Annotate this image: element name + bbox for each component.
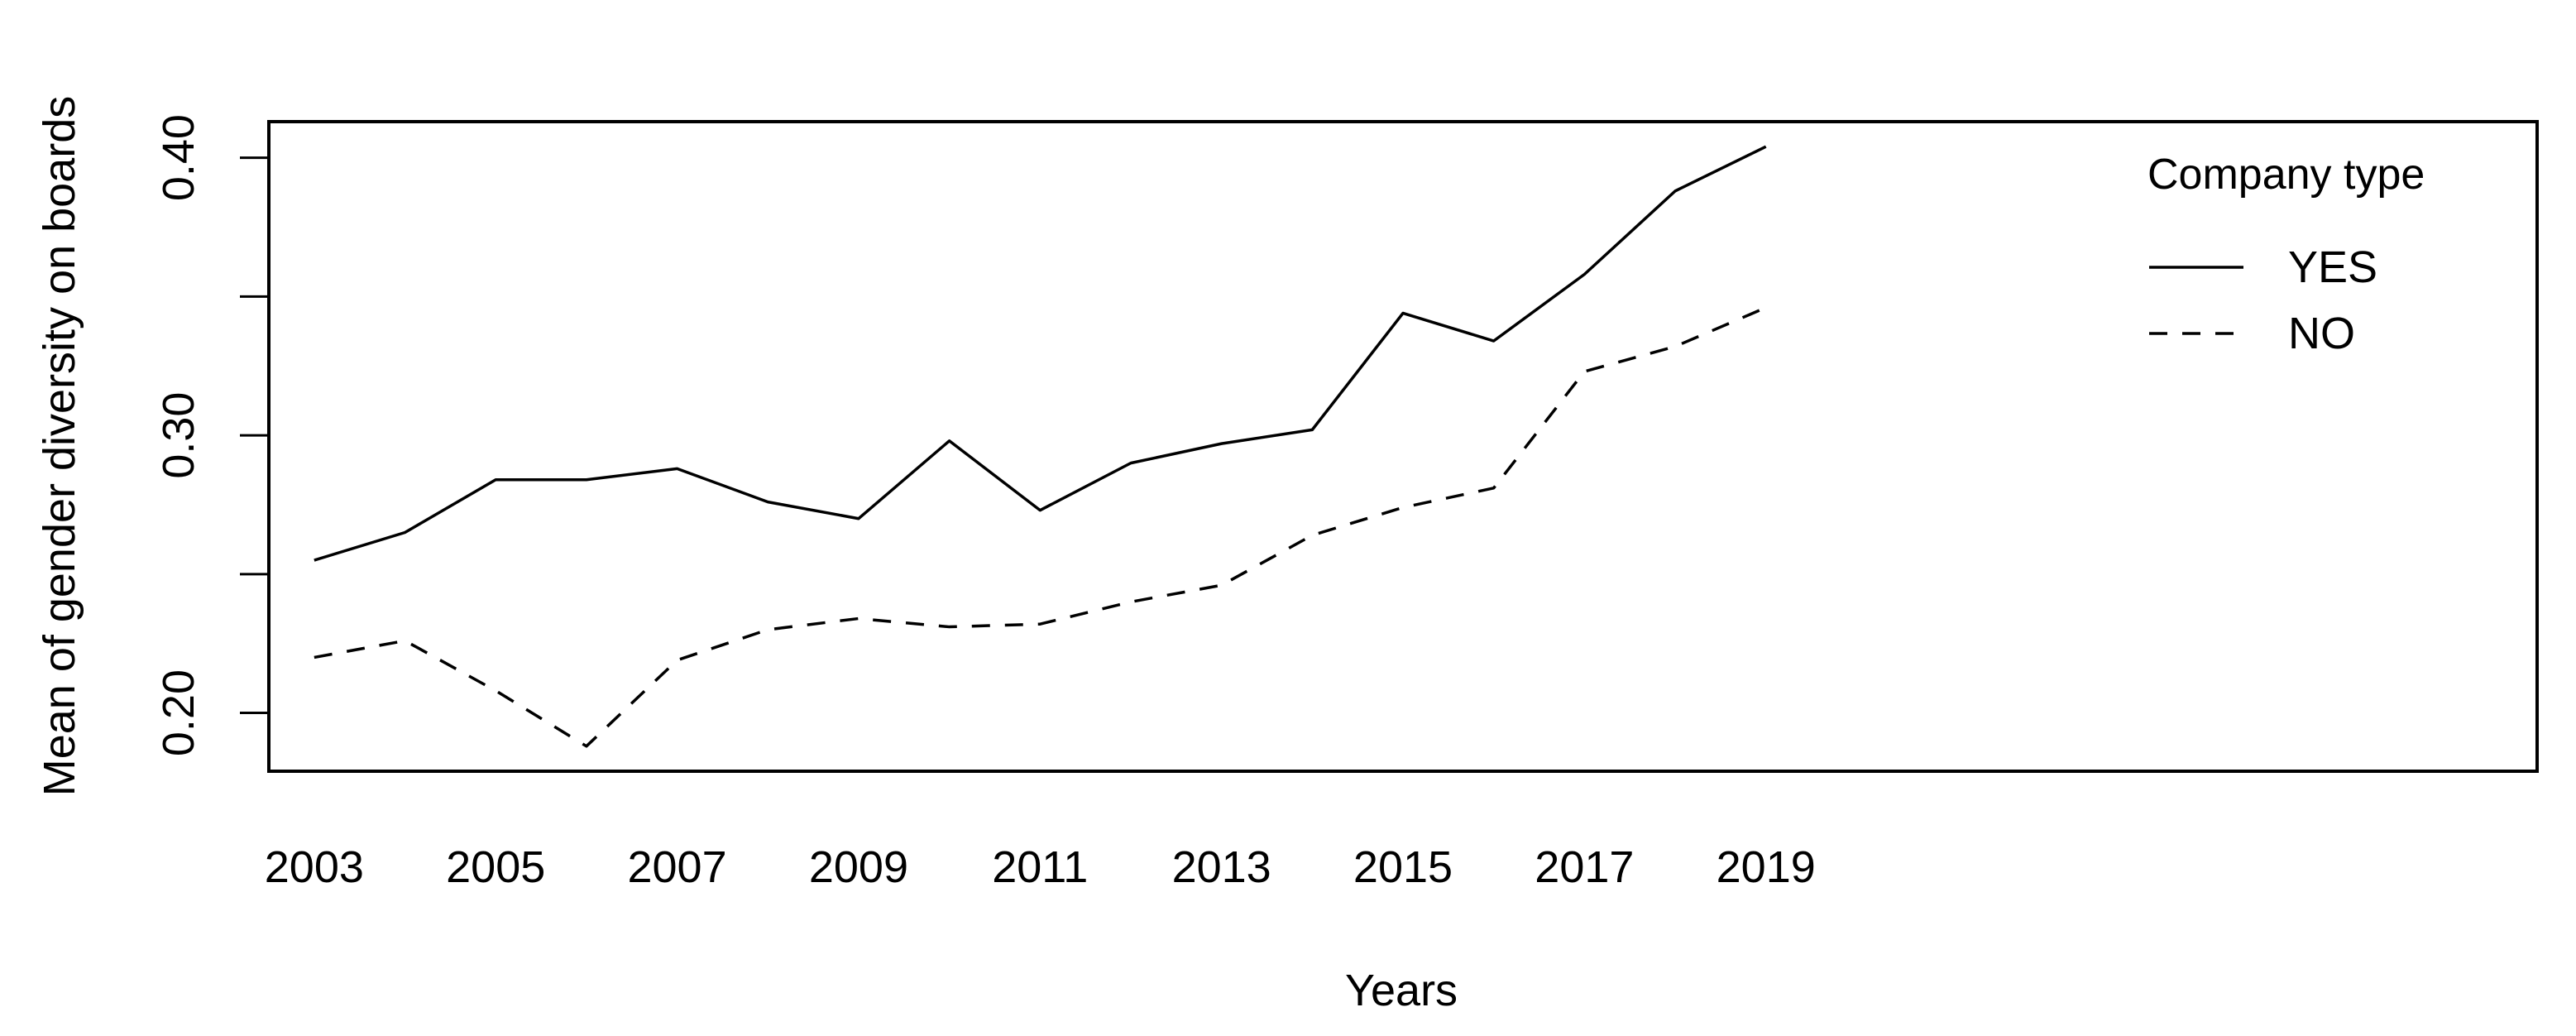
x-tick-label: 2009 [809,842,908,892]
x-tick-label: 2019 [1717,842,1816,892]
x-axis: 2003 2005 2007 2009 2011 2013 2015 2017 2019 [265,842,1816,892]
series-lines [314,145,1767,748]
x-tick-label: 2013 [1172,842,1271,892]
x-tick-label: 2007 [627,842,726,892]
legend-label-no: NO [2288,309,2355,358]
series-line-no [314,306,1767,748]
x-tick-label: 2017 [1535,842,1634,892]
plot-frame [267,120,2539,773]
legend-title: Company type [2147,151,2425,199]
x-tick-label: 2011 [992,842,1088,892]
y-tick-label: 0.40 [154,114,203,201]
y-tick-label: 0.20 [154,669,203,756]
legend-label-yes: YES [2288,242,2377,292]
y-axis-label: Mean of gender diversity on boards [35,96,84,797]
x-tick-label: 2003 [265,842,364,892]
y-tick-label: 0.30 [154,392,203,479]
series-line-yes [314,145,1767,562]
x-axis-label: Years [1345,966,1458,1015]
x-tick-label: 2005 [446,842,545,892]
x-tick-label: 2015 [1353,842,1453,892]
y-axis: 0.20 0.30 0.40 [154,114,269,756]
legend: Company type YES NO [2147,151,2425,358]
